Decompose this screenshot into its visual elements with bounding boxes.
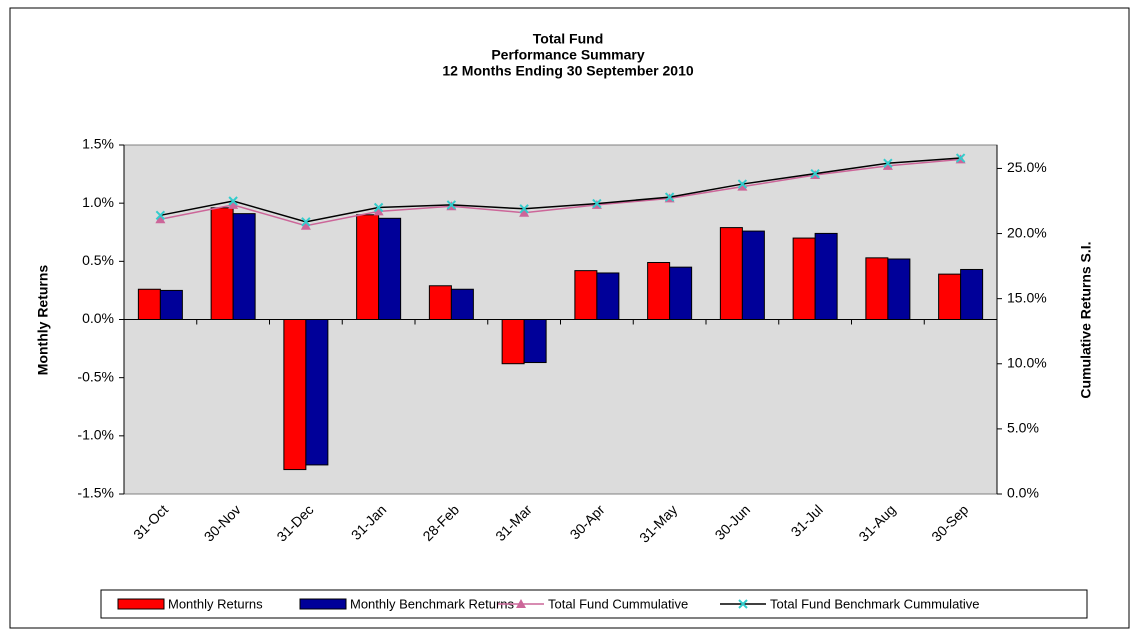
legend-swatch [299,598,347,610]
line-marker [519,204,529,214]
line-marker [883,158,893,168]
line-marker [300,220,311,230]
bar [378,217,402,320]
line-marker [810,168,820,179]
bar [305,319,329,466]
line-marker [737,181,748,191]
legend-box [100,589,1088,619]
line-marker [446,200,457,210]
y2-tick-label: 15.0% [1007,289,1047,305]
legend-label: Total Fund Cummulative [548,596,688,611]
line-marker [228,199,239,209]
line-marker [155,214,166,224]
y-tick-label: 0.5% [82,252,114,268]
y-tick-label: 1.5% [82,136,114,152]
bar [865,257,889,320]
line-marker [301,217,311,227]
bar [960,268,984,320]
y2-tick-label: 20.0% [1007,224,1047,240]
bar [232,213,256,321]
bar [938,273,962,321]
line-marker [592,198,602,209]
legend-marker [738,599,748,609]
y2-tick-label: 10.0% [1007,354,1047,370]
legend-label: Total Fund Benchmark Cummulative [770,596,980,611]
y-tick-label: -1.0% [77,427,114,443]
line-marker [155,210,166,221]
y2-tick-label: 0.0% [1007,485,1039,501]
legend-marker [516,599,526,608]
y-tick-label: -0.5% [77,368,114,384]
line [160,158,961,227]
line-marker [882,160,893,170]
bar [137,288,161,320]
bar [741,230,765,320]
line-marker [228,196,238,206]
chart-subtitle: Performance Summary [491,47,645,63]
bar [450,288,474,320]
line-marker [664,192,675,202]
chart-title: Total Fund [533,31,604,47]
bar [210,207,234,321]
legend-swatch [117,598,165,610]
bar [792,237,816,320]
bar [159,289,183,320]
y2-axis-title: Cumulative Returns S.I. [1078,241,1094,398]
legend-label: Monthly Returns [168,596,263,611]
y2-tick-label: 25.0% [1007,159,1047,175]
bar [814,232,838,320]
y-tick-label: 0.0% [82,310,114,326]
line-marker [373,202,384,213]
line-marker [955,153,966,163]
line [160,157,961,223]
y-axis-title: Monthly Returns [35,265,51,376]
y-tick-label: 1.0% [82,194,114,210]
bar [283,319,307,471]
chart-subtitle: 12 Months Ending 30 September 2010 [442,63,694,79]
bar [887,258,911,320]
line-marker [373,206,384,216]
y2-tick-label: 5.0% [1007,420,1039,436]
y-tick-label: -1.5% [77,485,114,501]
bar [669,266,693,320]
bar [523,319,547,364]
bar [719,227,743,320]
bar [596,272,620,321]
bar [501,319,525,365]
bar [647,261,671,321]
line-marker [737,179,748,189]
line-marker [519,207,530,217]
bar [356,214,380,320]
bar [574,270,598,321]
legend-label: Monthly Benchmark Returns [350,596,515,611]
bar [428,285,452,321]
